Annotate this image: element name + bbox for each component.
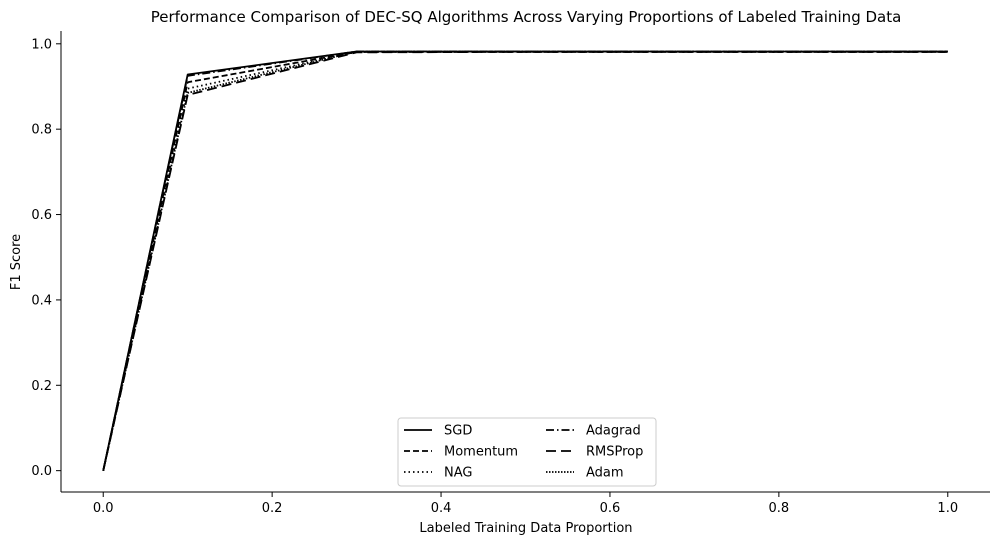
series-line-rmsprop <box>102 51 948 471</box>
legend-label-adagrad: Adagrad <box>586 424 641 439</box>
series-line-adam <box>102 50 948 471</box>
legend: SGD Momentum NAG Adagrad RMSProp Adam <box>397 417 657 487</box>
x-tick-label: 0.2 <box>262 501 283 516</box>
legend-label-adam: Adam <box>586 466 624 481</box>
legend-label-rmsprop: RMSProp <box>586 445 643 460</box>
axes: 0.0 0.2 0.4 0.6 0.8 1.0 0.0 0.2 0.4 0.6 0.8 1.0 <box>31 31 990 516</box>
legend-label-momentum: Momentum <box>444 445 518 460</box>
y-tick-label: 0.8 <box>31 123 52 138</box>
x-tick-label: 1.0 <box>937 501 958 516</box>
y-tick-label: 0.6 <box>31 208 52 223</box>
x-tick-label: 0.4 <box>431 501 452 516</box>
chart-title: Performance Comparison of DEC-SQ Algorit… <box>151 8 902 26</box>
x-axis-title: Labeled Training Data Proportion <box>419 521 632 536</box>
y-axis-title: F1 Score <box>9 234 24 290</box>
y-tick-label: 0.4 <box>31 293 52 308</box>
legend-box <box>397 417 657 487</box>
y-tick-label: 0.0 <box>31 464 52 479</box>
y-tick-label: 1.0 <box>31 37 52 52</box>
series-line-momentum <box>102 51 948 471</box>
legend-label-nag: NAG <box>444 466 472 481</box>
y-tick-label: 0.2 <box>31 379 52 394</box>
series-line-nag <box>102 50 948 471</box>
series-lines <box>102 50 948 471</box>
legend-label-sgd: SGD <box>444 424 472 439</box>
series-line-adagrad <box>102 50 948 471</box>
series-line-sgd <box>102 50 948 471</box>
x-tick-label: 0.0 <box>93 501 114 516</box>
x-tick-label: 0.8 <box>769 501 790 516</box>
x-tick-label: 0.6 <box>600 501 621 516</box>
